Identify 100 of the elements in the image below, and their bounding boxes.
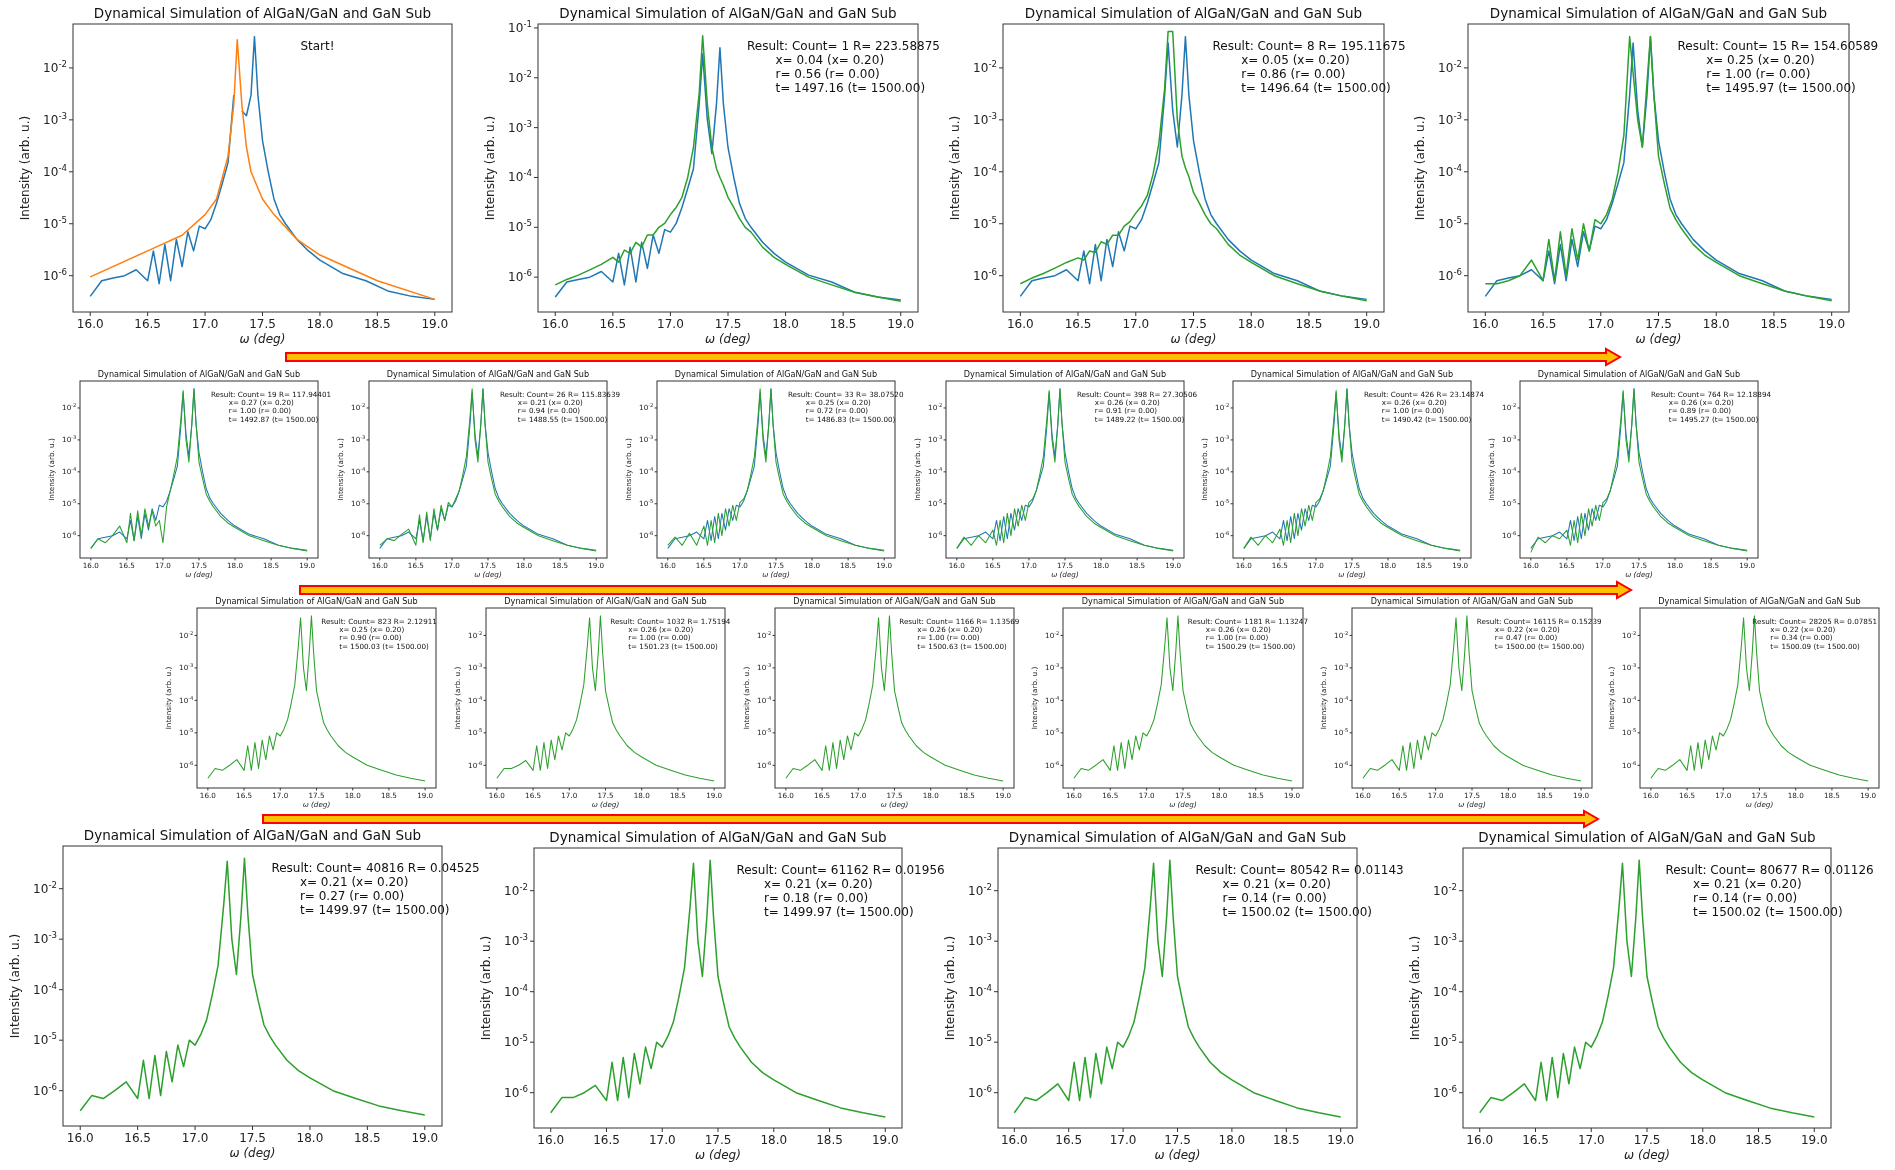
x-tick-label: 16.0 <box>76 317 104 331</box>
y-tick-label: 10$^{-2}$ <box>33 879 57 896</box>
chart-title: Dynamical Simulation of AlGaN/GaN and GaN Sub <box>1489 5 1828 21</box>
annotation: t= 1500.02 (t= 1500.00) <box>1222 905 1372 919</box>
x-tick-label: 19.0 <box>1818 317 1846 331</box>
annotation: Result: Count= 1 R= 223.58875 <box>747 39 940 53</box>
x-tick-label: 17.0 <box>1122 317 1150 331</box>
annotation: r= 0.14 (r= 0.00) <box>1693 891 1798 905</box>
annotation: t= 1499.97 (t= 1500.00) <box>299 903 450 917</box>
y-tick-label: 10$^{-3}$ <box>1433 932 1457 949</box>
y-tick-label: 10$^{-4}$ <box>1433 982 1457 999</box>
y-tick-label: 10$^{-6}$ <box>508 268 532 285</box>
y-tick-label: 10$^{-4}$ <box>968 982 992 999</box>
y-tick-label: 10$^{-5}$ <box>43 214 67 231</box>
annotation: t= 1495.97 (t= 1500.00) <box>1706 81 1856 95</box>
y-tick-label: 10$^{-1}$ <box>508 18 532 35</box>
annotation: x= 0.21 (x= 0.20) <box>299 875 409 889</box>
y-tick-label: 10$^{-6}$ <box>1433 1083 1457 1100</box>
annotation: r= 0.18 (r= 0.00) <box>764 891 869 905</box>
x-tick-label: 17.0 <box>1109 1133 1137 1147</box>
y-tick-label: 10$^{-2}$ <box>504 881 528 898</box>
x-tick-label: 18.5 <box>816 1133 843 1147</box>
y-axis-title: Intensity (arb. u.) <box>1413 115 1427 221</box>
y-axis-title: Intensity (arb. u.) <box>483 115 497 221</box>
y-tick-label: 10$^{-4}$ <box>504 982 528 999</box>
y-tick-label: 10$^{-3}$ <box>1438 110 1462 127</box>
x-tick-label: 18.5 <box>1745 1133 1772 1147</box>
x-tick-label: 18.0 <box>1702 317 1730 331</box>
annotation: x= 0.21 (x= 0.20) <box>1693 877 1802 891</box>
x-axis-title: ω (deg) <box>695 1148 741 1162</box>
y-tick-label: 10$^{-4}$ <box>1438 162 1462 179</box>
annotation: Result: Count= 15 R= 154.60589 <box>1677 39 1879 53</box>
chart-title: Dynamical Simulation of AlGaN/GaN and GaN Sub <box>1478 829 1816 845</box>
x-tick-label: 16.5 <box>599 317 627 331</box>
x-tick-label: 19.0 <box>411 1131 439 1145</box>
y-tick-label: 10$^{-2}$ <box>973 58 997 75</box>
y-tick-label: 10$^{-4}$ <box>43 162 67 179</box>
x-axis-title: ω (deg) <box>1154 1148 1201 1162</box>
x-axis-title: ω (deg) <box>1170 332 1217 346</box>
x-tick-label: 17.5 <box>1633 1133 1661 1147</box>
y-tick-label: 10$^{-6}$ <box>968 1083 992 1100</box>
chart-title: Dynamical Simulation of AlGaN/GaN and GaN Sub <box>93 5 432 21</box>
y-axis-title: Intensity (arb. u.) <box>943 935 957 1041</box>
y-tick-label: 10$^{-3}$ <box>504 932 528 949</box>
y-tick-label: 10$^{-6}$ <box>43 266 67 283</box>
chart-title: Dynamical Simulation of AlGaN/GaN and GaN Sub <box>1024 5 1363 21</box>
annotation: x= 0.21 (x= 0.20) <box>1222 877 1331 891</box>
y-tick-label: 10$^{-5}$ <box>508 218 532 235</box>
x-tick-label: 18.0 <box>1218 1133 1246 1147</box>
x-tick-label: 16.5 <box>1522 1133 1549 1147</box>
x-tick-label: 16.0 <box>541 317 569 331</box>
x-tick-label: 16.0 <box>66 1131 94 1145</box>
y-axis-title: Intensity (arb. u.) <box>8 933 22 1039</box>
x-tick-label: 17.5 <box>1180 317 1207 331</box>
annotation: r= 0.14 (r= 0.00) <box>1222 891 1327 905</box>
x-tick-label: 16.0 <box>1000 1133 1028 1147</box>
y-tick-label: 10$^{-3}$ <box>968 932 992 949</box>
x-tick-label: 18.0 <box>1237 317 1265 331</box>
x-tick-label: 18.5 <box>353 1131 381 1145</box>
annotation: Result: Count= 40816 R= 0.04525 <box>271 861 480 875</box>
x-tick-label: 18.5 <box>829 317 857 331</box>
annotation: t= 1500.02 (t= 1500.00) <box>1693 905 1843 919</box>
annotation: r= 0.56 (r= 0.00) <box>775 67 880 81</box>
chart-title: Dynamical Simulation of AlGaN/GaN and GaN Sub <box>1250 369 1454 380</box>
x-tick-label: 17.0 <box>648 1133 676 1147</box>
x-tick-label: 16.5 <box>1529 317 1557 331</box>
x-tick-label: 16.0 <box>1006 317 1034 331</box>
x-tick-label: 19.0 <box>871 1133 899 1147</box>
y-axis-title: Intensity (arb. u.) <box>479 935 493 1041</box>
annotation: Result: Count= 80542 R= 0.01143 <box>1195 863 1404 877</box>
x-tick-label: 18.5 <box>1272 1133 1300 1147</box>
annotation: x= 0.25 (x= 0.20) <box>1706 53 1815 67</box>
y-tick-label: 10$^{-6}$ <box>973 266 997 283</box>
x-axis-title: ω (deg) <box>239 332 286 346</box>
x-tick-label: 17.5 <box>714 317 742 331</box>
annotation: t= 1499.97 (t= 1500.00) <box>764 905 914 919</box>
chart-title: Dynamical Simulation of AlGaN/GaN and GaN Sub <box>215 596 418 607</box>
y-tick-label: 10$^{-2}$ <box>508 68 532 85</box>
x-tick-label: 16.5 <box>593 1133 620 1147</box>
x-tick-label: 16.0 <box>1466 1133 1494 1147</box>
chart-title: Dynamical Simulation of AlGaN/GaN and GaN Sub <box>1537 369 1741 380</box>
x-tick-label: 17.5 <box>1645 317 1672 331</box>
y-tick-label: 10$^{-5}$ <box>1433 1033 1457 1050</box>
y-tick-label: 10$^{-6}$ <box>504 1083 528 1100</box>
y-tick-label: 10$^{-5}$ <box>33 1031 57 1048</box>
x-tick-label: 18.5 <box>1760 317 1788 331</box>
x-tick-label: 18.5 <box>363 317 391 331</box>
annotation: Start! <box>300 39 335 53</box>
x-tick-label: 19.0 <box>887 317 915 331</box>
chart-title: Dynamical Simulation of AlGaN/GaN and GaN Sub <box>963 369 1167 380</box>
x-tick-label: 17.5 <box>704 1133 732 1147</box>
x-tick-label: 16.5 <box>1064 317 1092 331</box>
y-axis-title: Intensity (arb. u.) <box>948 115 962 221</box>
y-tick-label: 10$^{-5}$ <box>1438 214 1462 231</box>
chart-title: Dynamical Simulation of AlGaN/GaN and GaN Sub <box>1008 829 1347 845</box>
y-tick-label: 10$^{-3}$ <box>33 930 57 947</box>
x-tick-label: 16.0 <box>1471 317 1499 331</box>
x-tick-label: 18.0 <box>296 1131 324 1145</box>
x-tick-label: 17.5 <box>239 1131 266 1145</box>
chart-title: Dynamical Simulation of AlGaN/GaN and GaN Sub <box>1658 596 1861 607</box>
